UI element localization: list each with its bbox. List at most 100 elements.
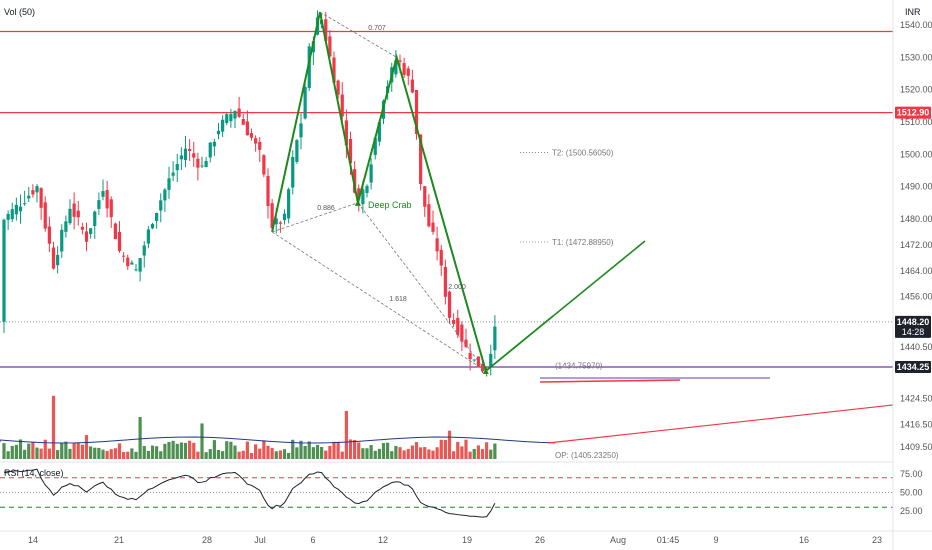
volume-bar [35,447,39,459]
candle-body [493,326,497,351]
volume-bar [245,441,249,459]
price-tick-label: 1440.50 [900,342,932,352]
price-tick-label: 1416.50 [900,419,932,429]
candle-body [175,164,179,171]
candle-body [480,364,485,372]
price-badge [895,315,931,338]
candle-body [489,353,493,367]
volume-bar [493,443,497,459]
time-tick-label: 12 [378,535,388,545]
candle-body [159,200,163,211]
candle-body [299,123,303,138]
candle-body [163,189,167,201]
price-badge-value: 1448.20 [897,317,930,327]
volume-bar [287,452,291,459]
volume-bar [439,439,443,459]
candle-body [357,188,361,200]
candle-body [278,222,282,224]
candle-body [2,219,6,322]
candle-body [117,231,122,251]
rsi-tick-label: 50.00 [900,488,923,498]
candle-body [369,164,373,183]
price-tick-label: 1424.50 [900,393,932,403]
volume-bar [295,447,299,459]
ratio-connector [357,202,487,372]
candle-body [328,36,332,57]
candle-body [64,221,68,232]
volume-bar [6,451,10,459]
volume-bar [171,440,175,459]
candle-body [188,148,192,151]
candle-body [460,324,464,342]
candle-body [200,165,204,167]
candle-body [353,169,357,193]
price-tick-label: 1520.00 [900,85,932,95]
candle-body [394,60,398,75]
volume-bar [369,445,373,459]
volume-bar [142,445,146,459]
time-tick-label: Jul [254,535,266,545]
volume-bar [311,447,315,459]
volume-bar [163,443,167,459]
volume-bar [320,446,324,459]
candle-body [435,238,439,252]
volume-bar [225,441,229,459]
candle-body [179,155,183,160]
target-label: (1434.75970) [555,361,603,370]
volume-bar [2,443,6,459]
candle-body [212,141,216,147]
volume-bar [64,441,68,459]
volume-bar [126,451,130,459]
candle-body [80,226,84,230]
candle-body [155,212,159,221]
volume-bar [212,440,216,459]
volume-bar [456,441,460,459]
rsi-tick-label: 25.00 [900,506,923,516]
candle-body [419,134,423,185]
volume-bar [76,442,80,459]
candle-body [258,141,262,150]
harmonic-pattern: 0.707 0.886 1.618 2.000 T2: (1500.56050) T1: … [271,11,646,460]
volume-bar [324,450,328,459]
candle-body [225,114,229,123]
volume-bar [443,439,447,459]
time-tick-label: 26 [535,535,545,545]
volume-bar [130,448,134,459]
volume-bar [344,410,348,459]
candle-body [84,231,89,242]
volume-bar [179,442,183,459]
candle-body [324,19,328,41]
volume-bar [435,447,439,459]
price-tick-label: 1456.00 [900,292,932,302]
candle-body [472,359,476,361]
candle-body [237,108,241,117]
candle-body [138,258,142,272]
volume-indicator-label[interactable]: Vol (50) [4,7,35,17]
candle-body [76,210,80,218]
candle-body [431,222,435,232]
volume-bars [0,395,556,459]
volume-bar [460,446,464,459]
volume-bar [406,448,410,459]
volume-bar [452,451,456,459]
volume-bar [278,450,282,459]
pattern-name-label: Deep Crab [368,200,412,210]
rsi-indicator-label[interactable]: RSI (14, close) [4,468,64,478]
volume-bar [175,443,179,459]
candle-body [47,226,51,244]
volume-bar [307,441,311,459]
candle-body [208,142,212,158]
candle-body [336,80,340,95]
volume-bar [122,452,126,459]
candle-body [142,245,146,256]
price-tick-label: 1540.00 [900,20,932,30]
price-badge [895,360,931,373]
volume-bar [472,448,476,459]
candle-body [216,130,221,135]
volume-bar [68,448,72,459]
rsi-tick-label: 75.00 [900,469,923,479]
volume-bar [208,449,212,459]
volume-bar [377,448,381,459]
candle-body [402,63,406,75]
